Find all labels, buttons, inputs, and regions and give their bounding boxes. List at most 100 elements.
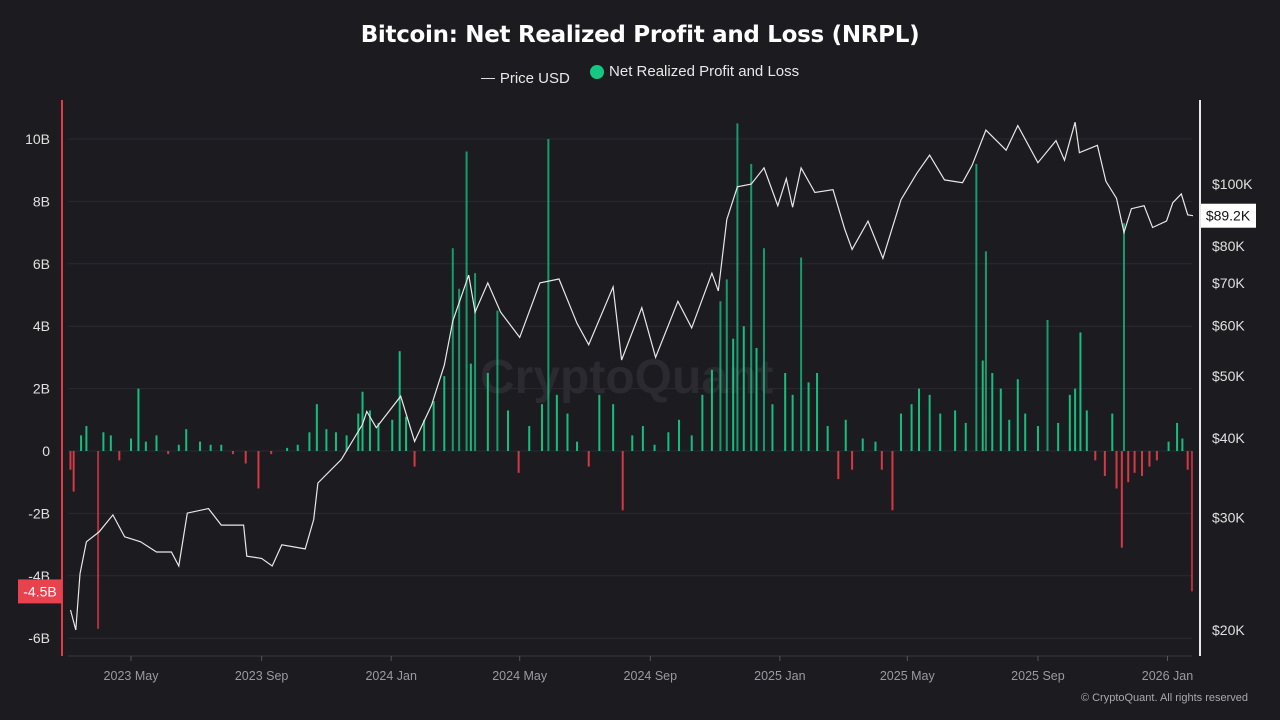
nrpl-bar-positive [423,419,426,451]
nrpl-bar-positive [631,435,634,451]
nrpl-bar-positive [102,432,105,451]
nrpl-bar-positive [555,394,558,451]
nrpl-bar-positive [1008,419,1011,451]
nrpl-bar-positive [308,432,311,451]
nrpl-bar-positive [345,435,348,451]
nrpl-bar-positive [443,376,446,451]
nrpl-bar-positive [710,369,713,451]
nrpl-bar-positive [465,151,468,452]
nrpl-bar-positive [732,338,735,451]
nrpl-bar-positive [398,351,401,451]
nrpl-bar-positive [598,394,601,451]
nrpl-bar-positive [1122,223,1125,451]
nrpl-bar-negative [837,451,840,480]
nrpl-bar-positive [144,441,147,451]
nrpl-bar-positive [1181,438,1184,451]
y-tick-label: -2B [28,505,50,521]
nrpl-bar-negative [1141,451,1144,476]
nrpl-bar-positive [826,426,829,451]
nrpl-bar-positive [701,394,704,451]
nrpl-bar-negative [621,451,624,511]
nrpl-bar-negative [69,451,72,470]
nrpl-bar-positive [185,429,188,451]
nrpl-bar-positive [899,413,902,451]
x-tick-label: 2024 May [492,669,548,683]
nrpl-bar-negative [1127,451,1130,483]
nrpl-bar-positive [981,360,984,451]
nrpl-bar-positive [771,404,774,451]
nrpl-bar-positive [469,363,472,451]
nrpl-bar-positive [653,444,656,451]
nrpl-bar-negative [1103,451,1106,476]
nrpl-bar-positive [566,413,569,451]
nrpl-bar-positive [800,257,803,451]
nrpl-bar-positive [736,123,739,452]
nrpl-bar-positive [155,435,158,451]
nrpl-bar-positive [486,373,489,451]
nrpl-bar-negative [413,451,416,467]
nrpl-bar-positive [1024,413,1027,451]
nrpl-bar-positive [1046,319,1049,451]
nrpl-bar-positive [368,410,371,451]
legend: Price USD Net Realized Profit and Loss [0,63,1280,87]
nrpl-bar-positive [984,251,987,451]
nrpl-bar-negative [1186,451,1189,470]
y-tick-label: -6B [28,630,50,646]
nrpl-bar-negative [1155,451,1158,461]
nrpl-bar-positive [1016,379,1019,451]
nrpl-bar-positive [109,435,112,451]
x-tick-label: 2023 May [104,669,160,683]
nrpl-bar-negative [1120,451,1123,548]
nrpl-bar-positive [496,310,499,451]
nrpl-bar-positive [939,413,942,451]
nrpl-bar-positive [1085,410,1088,451]
nrpl-bar-positive [964,422,967,451]
nrpl-bar-positive [816,373,819,451]
legend-label: Price USD [499,69,570,87]
nrpl-bar-negative [880,451,883,470]
nrpl-bar-positive [975,163,978,451]
current-nrpl-badge [18,579,62,604]
nrpl-bar-negative [257,451,260,489]
nrpl-bar-positive [528,426,531,451]
nrpl-bar-negative [167,451,170,455]
nrpl-bar-positive [177,444,180,451]
legend-label: Net Realized Profit and Loss [609,63,800,80]
nrpl-bar-positive [137,388,140,451]
nrpl-bar-negative [97,451,100,629]
nrpl-bar-positive [954,410,957,451]
x-tick-label: 2025 Jan [754,669,805,683]
nrpl-bar-negative [1115,451,1118,489]
nrpl-bar-positive [1111,413,1114,451]
nrpl-bar-negative [1148,451,1151,467]
nrpl-bar-positive [612,404,615,451]
nrpl-bar-positive [1057,422,1060,451]
current-price-badge [1201,203,1256,228]
nrpl-bar-negative [1190,451,1193,592]
nrpl-bar-negative [72,451,75,492]
nrpl-bar-positive [690,435,693,451]
nrpl-bar-negative [1094,451,1097,461]
line-swatch-icon [480,77,495,79]
nrpl-bar-positive [991,373,994,451]
nrpl-bar-positive [432,401,435,451]
nrpl-bar-positive [755,348,758,451]
legend-item-price[interactable]: Price USD [480,69,570,87]
nrpl-bar-positive [742,326,745,451]
nrpl-bar-positive [220,444,223,451]
nrpl-bar-negative [517,451,520,473]
nrpl-bar-negative [587,451,590,467]
nrpl-bar-positive [1068,394,1071,451]
nrpl-bar-positive [296,444,299,451]
nrpl-bar-positive [80,435,83,451]
nrpl-bar-positive [910,404,913,451]
legend-item-nrpl[interactable]: Net Realized Profit and Loss [590,63,799,80]
nrpl-bar-positive [918,388,921,451]
nrpl-bar-positive [677,419,680,451]
x-tick-label: 2025 May [880,669,936,683]
nrpl-bar-positive [874,441,877,451]
nrpl-bar-negative [891,451,894,511]
dot-swatch-icon [590,64,605,79]
price-line [69,122,1194,631]
nrpl-bar-positive [576,441,579,451]
